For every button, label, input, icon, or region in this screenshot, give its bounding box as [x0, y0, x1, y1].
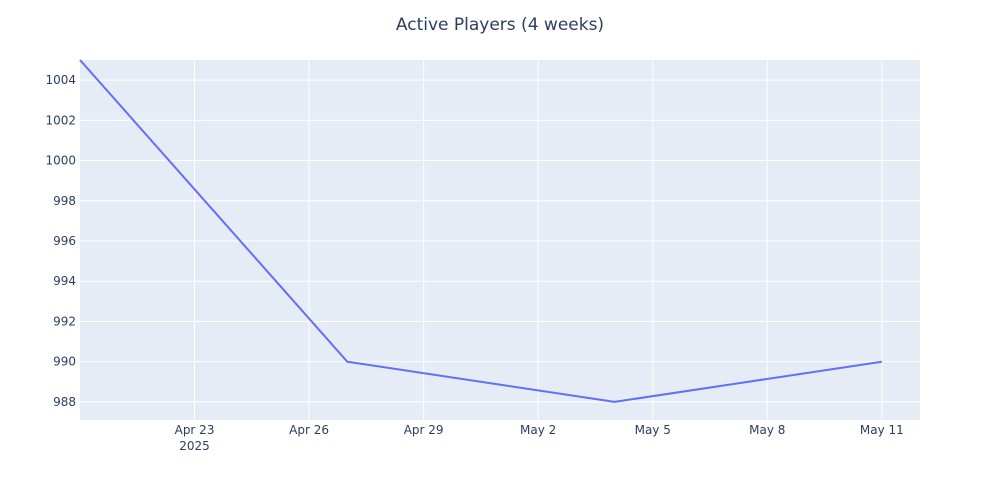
grid-lines — [80, 60, 920, 420]
y-tick-label: 1002 — [45, 113, 76, 127]
x-tick-label: Apr 29 — [404, 423, 444, 437]
y-tick-label: 994 — [53, 274, 76, 288]
y-tick-label: 1004 — [45, 73, 76, 87]
x-tick-label: Apr 26 — [289, 423, 329, 437]
y-tick-label: 1000 — [45, 154, 76, 168]
chart-title: Active Players (4 weeks) — [396, 15, 604, 35]
y-tick-label: 990 — [53, 355, 76, 369]
x-tick-sublabel: 2025 — [179, 439, 210, 453]
x-tick-label: May 8 — [749, 423, 785, 437]
y-tick-label: 996 — [53, 234, 76, 248]
x-tick-label: Apr 23 — [175, 423, 215, 437]
y-tick-label: 992 — [53, 314, 76, 328]
x-tick-label: May 2 — [520, 423, 556, 437]
x-tick-label: May 11 — [860, 423, 904, 437]
series-line — [79, 59, 882, 403]
y-tick-label: 998 — [53, 194, 76, 208]
series-layer — [79, 59, 882, 403]
x-tick-label: May 5 — [635, 423, 671, 437]
y-tick-label: 988 — [53, 395, 76, 409]
axis-labels: 988 990 992 994 996 998 1000 1002 1004 Apr 23 2025… — [45, 73, 903, 453]
plot-background — [80, 60, 920, 420]
